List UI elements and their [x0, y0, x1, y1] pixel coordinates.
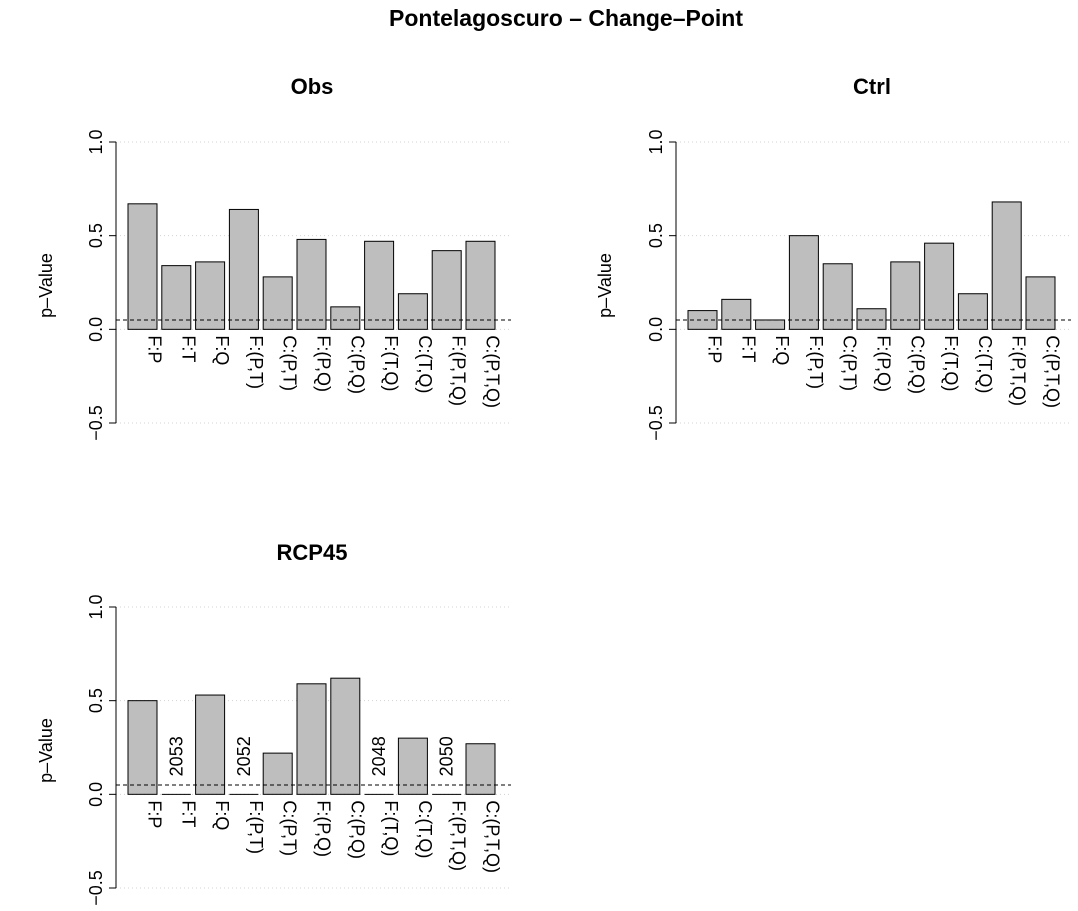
- y-axis-label: p–Value: [36, 253, 56, 318]
- category-label: F:P: [705, 335, 725, 363]
- bar: [397, 293, 428, 330]
- category-label: F:(T,Q): [381, 800, 401, 856]
- category-label: C:(P,Q): [347, 335, 367, 394]
- category-label: F:Q: [772, 335, 792, 365]
- bar: [1025, 276, 1056, 330]
- bar: [330, 677, 361, 795]
- category-label: F:(P,Q): [314, 335, 334, 392]
- category-label: F:Q: [212, 335, 232, 365]
- category-label: C:(P,T,Q): [483, 800, 503, 873]
- bar: [296, 683, 327, 795]
- y-axis-label: p–Value: [595, 253, 615, 318]
- y-tick-label: −0.5: [646, 405, 666, 441]
- y-tick-label: 0.0: [86, 782, 106, 807]
- category-label: F:(P,T,Q): [1009, 335, 1029, 406]
- y-axis-label: p–Value: [36, 718, 56, 783]
- category-label: C:(P,T,Q): [483, 335, 503, 408]
- category-label: F:(P,T): [246, 800, 266, 854]
- y-tick-label: −0.5: [86, 405, 106, 441]
- y-tick-label: 1.0: [646, 129, 666, 154]
- category-label: F:(T,Q): [381, 335, 401, 391]
- category-label: C:(P,T,Q): [1043, 335, 1063, 408]
- y-tick-label: 0.0: [646, 317, 666, 342]
- bar: [890, 261, 921, 330]
- bar: [296, 238, 327, 330]
- category-label: C:(P,T): [840, 335, 860, 391]
- category-label: C:(P,Q): [347, 800, 367, 859]
- bar: [431, 250, 462, 330]
- category-label: F:P: [145, 335, 165, 363]
- bar: [127, 700, 158, 795]
- bar: [195, 261, 226, 330]
- category-label: F:(P,T,Q): [449, 335, 469, 406]
- bar-label: 2053: [166, 736, 186, 776]
- category-label: C:(T,Q): [415, 800, 435, 858]
- category-label: F:(P,T): [246, 335, 266, 389]
- bar: [397, 737, 428, 795]
- y-tick-label: −0.5: [86, 870, 106, 906]
- bar: [127, 203, 158, 330]
- category-label: F:T: [178, 335, 198, 362]
- bar: [957, 293, 988, 330]
- y-tick-label: 0.5: [86, 223, 106, 248]
- category-label: F:(P,Q): [314, 800, 334, 857]
- category-label: C:(T,Q): [415, 335, 435, 393]
- panel-title: RCP45: [277, 540, 348, 565]
- bar: [465, 743, 496, 795]
- category-label: F:Q: [212, 800, 232, 830]
- bar-label: 2050: [437, 736, 457, 776]
- y-tick-label: 0.5: [86, 688, 106, 713]
- bar: [262, 276, 293, 330]
- panel-title: Obs: [291, 74, 334, 99]
- category-label: F:(P,T): [806, 335, 826, 389]
- bar: [991, 201, 1022, 330]
- bar: [788, 235, 819, 330]
- bar: [195, 694, 226, 795]
- category-label: C:(T,Q): [975, 335, 995, 393]
- bar: [721, 298, 752, 330]
- y-tick-label: 1.0: [86, 594, 106, 619]
- y-tick-label: 1.0: [86, 129, 106, 154]
- bar: [822, 263, 853, 330]
- panel-obs: Obs −0.5 0.0 0.5 1.0 p–Value F:P F:T F:Q F:(P,T) C…: [36, 74, 511, 441]
- panel-ctrl: Ctrl −0.5 0.0 0.5 1.0 p–Value F:P F:T F:Q F:(P,T)…: [595, 74, 1071, 441]
- bar: [330, 306, 361, 330]
- bar: [687, 310, 718, 330]
- category-label: F:T: [178, 800, 198, 827]
- category-label: F:(P,Q): [874, 335, 894, 392]
- category-label: F:T: [738, 335, 758, 362]
- bar: [755, 319, 786, 330]
- bar: [161, 265, 192, 330]
- y-tick-label: 0.5: [646, 223, 666, 248]
- bar: [924, 242, 955, 330]
- bar: [856, 308, 887, 330]
- bar-label: 2052: [234, 736, 254, 776]
- bar: [262, 752, 293, 795]
- category-label: C:(P,T): [280, 335, 300, 391]
- bar: [364, 240, 395, 330]
- bar: [465, 240, 496, 330]
- category-label: C:(P,T): [280, 800, 300, 856]
- category-label: F:P: [145, 800, 165, 828]
- y-tick-label: 0.0: [86, 317, 106, 342]
- category-label: F:(P,T,Q): [449, 800, 469, 871]
- bar: [228, 208, 259, 330]
- panel-title: Ctrl: [853, 74, 891, 99]
- bar-label: 2048: [369, 736, 389, 776]
- panel-rcp45: RCP45 −0.5 0.0 0.5 1.0 p–Value F:P F:T 2053 F:Q F:…: [36, 540, 511, 906]
- category-label: F:(T,Q): [941, 335, 961, 391]
- figure-title: Pontelagoscuro – Change–Point: [389, 5, 743, 31]
- category-label: C:(P,Q): [907, 335, 927, 394]
